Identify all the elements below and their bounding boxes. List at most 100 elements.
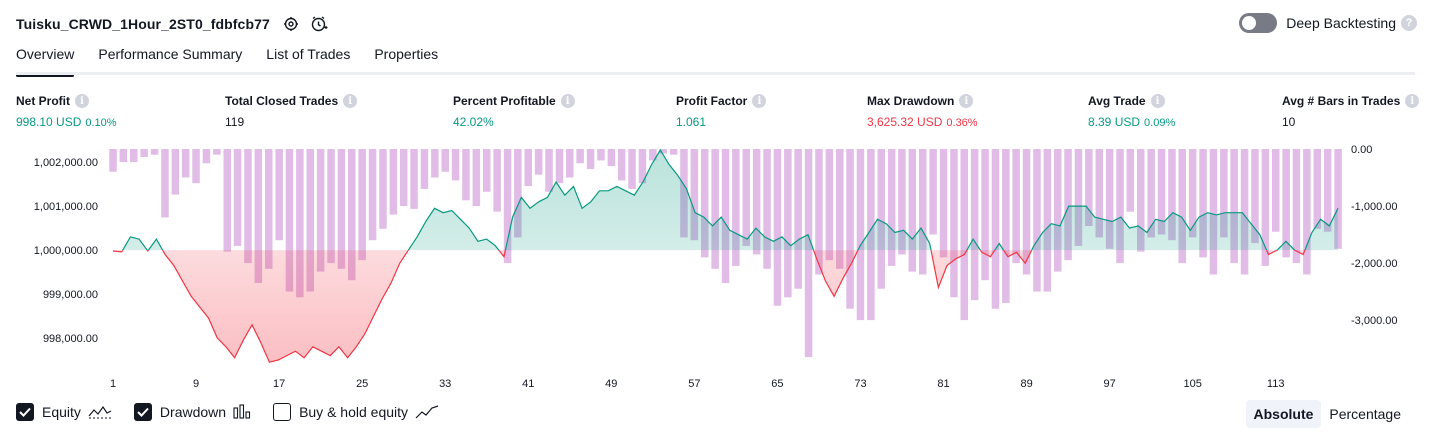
equity-areas [113, 149, 1338, 363]
trade-tick-label: 49 [605, 378, 617, 390]
drawdown-bar [649, 149, 657, 161]
drawdown-bar [1209, 149, 1218, 275]
drawdown-bar [483, 149, 491, 192]
trade-tick-label: 57 [688, 378, 700, 390]
info-icon[interactable]: i [1405, 94, 1420, 108]
info-icon[interactable]: i [1150, 94, 1165, 108]
strategy-header: Tuisku_CRWD_1Hour_2ST0_fdbfcb77 [16, 12, 330, 36]
drawdown-bar [794, 149, 802, 289]
checkbox-checked-icon[interactable] [16, 403, 34, 421]
drawdown-bar [1116, 149, 1124, 264]
scale-toggle: Absolute Percentage [1245, 400, 1410, 428]
settings-icon[interactable] [280, 13, 302, 35]
drawdown-bar [337, 149, 346, 269]
drawdown-bar [1002, 149, 1010, 303]
drawdown-bar [1282, 149, 1290, 258]
drawdown-bar [721, 149, 730, 283]
buy-hold-checkbox[interactable]: Buy & hold equity [273, 403, 439, 421]
drawdown-bar [1230, 149, 1238, 264]
drawdown-bar [690, 149, 699, 241]
drawdown-tick-label: -1,000.00 [1351, 201, 1397, 213]
tab-bar: Overview Performance Summary List of Tra… [16, 46, 462, 77]
metric-avg-trade: Avg Trade i 8.39 USD 0.09% [1088, 93, 1175, 131]
drawdown-bar [1147, 149, 1155, 238]
metric-percent: 0.36% [946, 117, 978, 129]
drawdown-bar [1105, 149, 1114, 249]
toggle-knob [1242, 16, 1257, 30]
metric-label: Percent Profitable [453, 94, 556, 108]
equity-tick-label: 1,001,000.00 [34, 201, 98, 213]
help-icon[interactable]: ? [1401, 15, 1417, 31]
drawdown-bar [420, 149, 429, 189]
metric-value: 119 [225, 115, 245, 129]
alert-clock-icon[interactable] [308, 13, 330, 35]
drawdown-bar [410, 149, 418, 209]
drawdown-bar [711, 149, 719, 269]
info-icon[interactable]: i [752, 94, 767, 108]
percentage-button[interactable]: Percentage [1329, 406, 1401, 422]
drawdown-bar [763, 149, 771, 269]
drawdown-tick-label: 0.00 [1351, 144, 1372, 156]
equity-tick-label: 1,002,000.00 [34, 157, 98, 169]
drawdown-bar [1054, 149, 1062, 272]
drawdown-bar [669, 149, 678, 155]
info-icon[interactable]: i [343, 94, 358, 108]
metric-total-closed-trades: Total Closed Trades i 119 [225, 93, 358, 131]
drawdown-bar [192, 149, 200, 184]
drawdown-bar [119, 149, 128, 163]
trade-tick-label: 65 [771, 378, 783, 390]
drawdown-bar [597, 149, 605, 161]
checkbox-unchecked-icon[interactable] [273, 403, 292, 421]
drawdown-bar [171, 149, 180, 195]
trade-tick-label: 17 [273, 378, 285, 390]
equity-checkbox[interactable]: Equity [16, 403, 112, 421]
deep-backtesting-label: Deep Backtesting [1286, 15, 1396, 31]
absolute-button[interactable]: Absolute [1245, 400, 1322, 428]
trade-tick-label: 1 [110, 378, 116, 390]
drawdown-bar [545, 149, 553, 192]
drawdown-bar [586, 149, 595, 169]
drawdown-bar [773, 149, 782, 306]
info-icon[interactable]: i [959, 94, 974, 108]
drawdown-bar [368, 149, 377, 241]
info-icon[interactable]: i [560, 94, 575, 108]
drawdown-bar [742, 149, 750, 246]
drawdown-bar [233, 149, 242, 246]
drawdown-bar [919, 149, 927, 275]
drawdown-bar [732, 149, 740, 266]
drawdown-bar [576, 149, 584, 164]
drawdown-bar [275, 149, 283, 241]
drawdown-bar [316, 149, 325, 272]
drawdown-bar [991, 149, 1000, 309]
metric-net-profit: Net Profit i 998.10 USD 0.10% [16, 93, 117, 131]
equity-line-icon [88, 404, 112, 420]
drawdown-bar [265, 149, 273, 269]
drawdown-bar [1043, 149, 1052, 292]
equity-label: Equity [42, 404, 81, 420]
drawdown-bar [202, 149, 211, 164]
drawdown-bar [1126, 149, 1135, 212]
drawdown-bar [1334, 149, 1342, 249]
info-icon[interactable]: i [75, 94, 89, 108]
drawdown-tick-label: -3,000.00 [1351, 315, 1397, 327]
drawdown-bar [140, 149, 148, 157]
drawdown-bar [815, 149, 823, 275]
deep-backtesting: Deep Backtesting ? [1239, 13, 1417, 33]
drawdown-bars [109, 149, 1342, 358]
drawdown-bar [1220, 149, 1228, 238]
drawdown-bar [628, 149, 636, 189]
drawdown-bar [451, 149, 460, 181]
deep-backtesting-toggle[interactable] [1239, 13, 1278, 33]
tab-properties[interactable]: Properties [374, 46, 439, 62]
drawdown-bar [130, 149, 138, 163]
profit-area [113, 149, 1338, 251]
drawdown-bar [472, 149, 481, 206]
checkbox-checked-icon[interactable] [133, 403, 152, 421]
tab-list-of-trades[interactable]: List of Trades [266, 46, 351, 62]
drawdown-bar [970, 149, 979, 301]
drawdown-checkbox[interactable]: Drawdown [133, 403, 251, 421]
trade-tick-label: 25 [356, 378, 368, 390]
tab-performance-summary[interactable]: Performance Summary [98, 46, 243, 62]
tab-overview[interactable]: Overview [16, 46, 75, 77]
